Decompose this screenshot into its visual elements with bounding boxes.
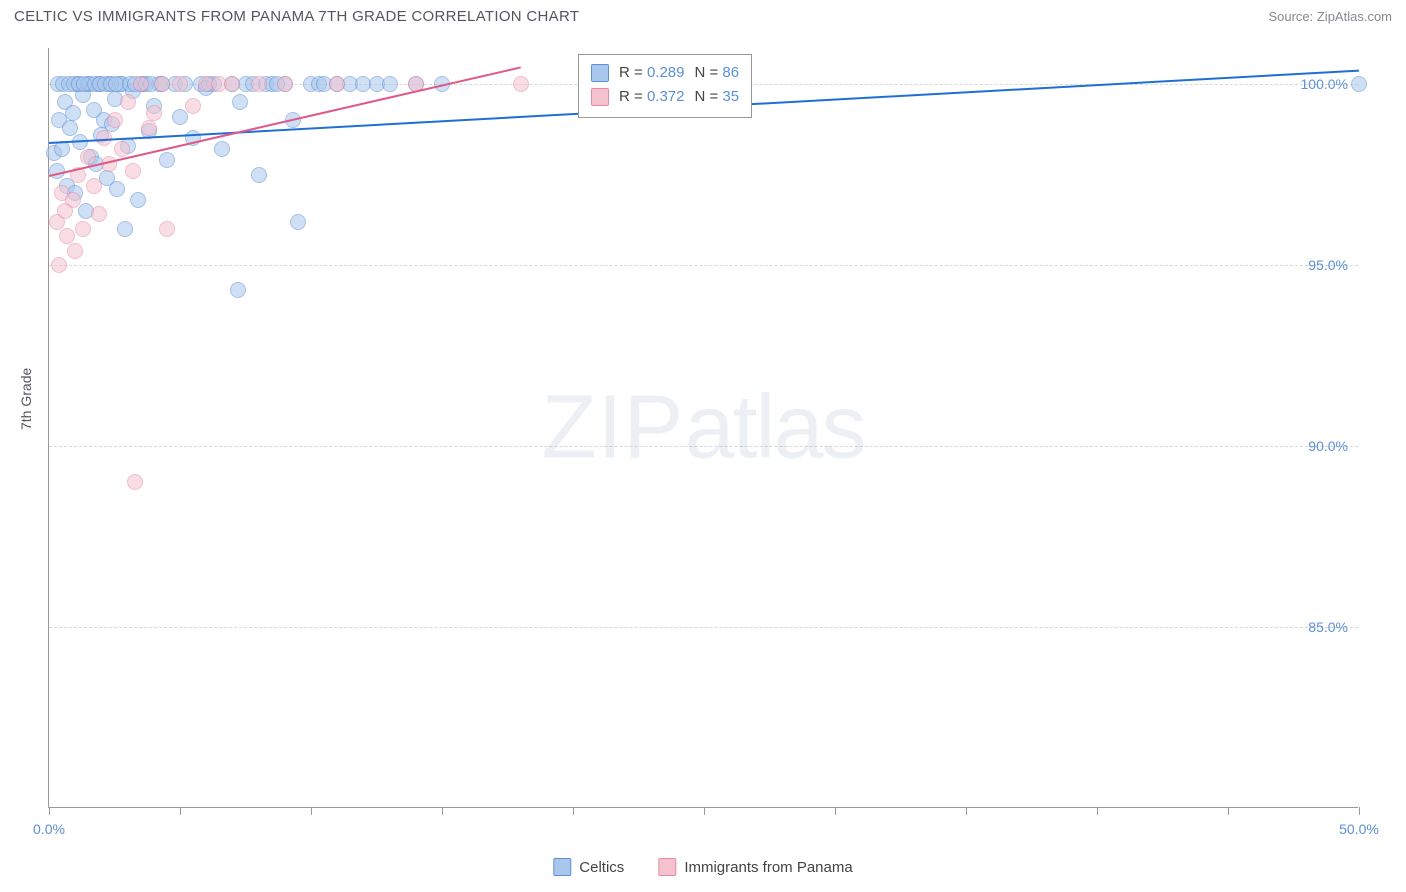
scatter-point	[65, 105, 81, 121]
x-tick	[835, 807, 836, 815]
y-tick-label: 90.0%	[1308, 438, 1348, 454]
scatter-point	[329, 76, 345, 92]
stat-n-label: N = 35	[694, 85, 739, 109]
scatter-point	[86, 178, 102, 194]
gridline	[49, 265, 1358, 266]
x-tick-label: 0.0%	[33, 821, 65, 837]
x-tick-label: 50.0%	[1339, 821, 1379, 837]
scatter-point	[62, 120, 78, 136]
scatter-point	[214, 141, 230, 157]
scatter-point	[224, 76, 240, 92]
scatter-point	[172, 109, 188, 125]
x-tick	[966, 807, 967, 815]
scatter-point	[57, 203, 73, 219]
y-tick-label: 95.0%	[1308, 257, 1348, 273]
scatter-point	[159, 221, 175, 237]
x-tick	[49, 807, 50, 815]
stat-legend-row: R = 0.372 N = 35	[591, 85, 739, 109]
stat-r-label: R = 0.372	[619, 85, 684, 109]
x-tick	[1097, 807, 1098, 815]
scatter-point	[120, 94, 136, 110]
legend-label: Immigrants from Panama	[684, 859, 852, 876]
scatter-point	[382, 76, 398, 92]
scatter-point	[133, 76, 149, 92]
chart-area: 85.0%90.0%95.0%100.0%0.0%50.0% ZIPatlas …	[48, 48, 1358, 808]
legend-swatch	[658, 858, 676, 876]
gridline	[49, 446, 1358, 447]
scatter-point	[277, 76, 293, 92]
scatter-point	[75, 221, 91, 237]
legend-label: Celtics	[579, 859, 624, 876]
scatter-point	[91, 206, 107, 222]
scatter-point	[114, 141, 130, 157]
scatter-point	[67, 243, 83, 259]
scatter-point	[141, 120, 157, 136]
y-tick-label: 85.0%	[1308, 619, 1348, 635]
scatter-point	[109, 181, 125, 197]
scatter-point	[232, 94, 248, 110]
bottom-legend-item: Immigrants from Panama	[658, 858, 852, 876]
scatter-point	[154, 76, 170, 92]
legend-swatch	[591, 88, 609, 106]
scatter-point	[80, 149, 96, 165]
scatter-point	[251, 167, 267, 183]
x-tick	[1228, 807, 1229, 815]
scatter-point	[146, 105, 162, 121]
x-tick	[573, 807, 574, 815]
scatter-point	[125, 163, 141, 179]
scatter-point	[51, 257, 67, 273]
bottom-legend-item: Celtics	[553, 858, 624, 876]
gridline	[49, 627, 1358, 628]
scatter-point	[159, 152, 175, 168]
legend-swatch	[553, 858, 571, 876]
y-tick-label: 100.0%	[1301, 76, 1348, 92]
header-bar: CELTIC VS IMMIGRANTS FROM PANAMA 7TH GRA…	[0, 0, 1406, 29]
source-label: Source: ZipAtlas.com	[1268, 9, 1392, 24]
stat-n-label: N = 86	[694, 61, 739, 85]
x-tick	[311, 807, 312, 815]
scatter-point	[230, 282, 246, 298]
x-tick	[1359, 807, 1360, 815]
stats-legend-box: R = 0.289 N = 86 R = 0.372 N = 35	[578, 54, 752, 118]
scatter-point	[185, 98, 201, 114]
scatter-point	[117, 221, 133, 237]
scatter-point	[107, 112, 123, 128]
bottom-legend: Celtics Immigrants from Panama	[553, 858, 852, 876]
chart-title: CELTIC VS IMMIGRANTS FROM PANAMA 7TH GRA…	[14, 8, 579, 25]
plot-region: 85.0%90.0%95.0%100.0%0.0%50.0%	[48, 48, 1358, 808]
scatter-point	[513, 76, 529, 92]
scatter-point	[54, 141, 70, 157]
x-tick	[180, 807, 181, 815]
stat-r-label: R = 0.289	[619, 61, 684, 85]
scatter-point	[130, 192, 146, 208]
x-tick	[442, 807, 443, 815]
scatter-point	[290, 214, 306, 230]
scatter-point	[1351, 76, 1367, 92]
x-tick	[704, 807, 705, 815]
stat-legend-row: R = 0.289 N = 86	[591, 61, 739, 85]
scatter-point	[172, 76, 188, 92]
scatter-point	[127, 474, 143, 490]
scatter-point	[251, 76, 267, 92]
y-axis-label: 7th Grade	[18, 368, 34, 430]
legend-swatch	[591, 64, 609, 82]
